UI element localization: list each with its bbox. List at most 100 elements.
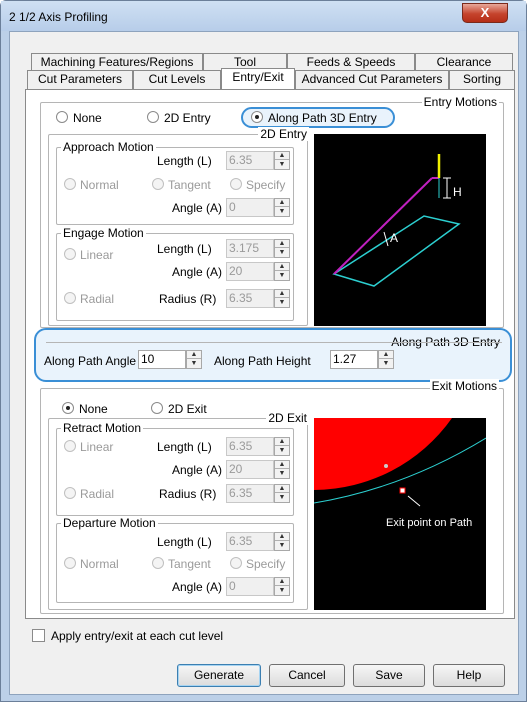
tab-label: Cut Parameters <box>37 72 123 86</box>
departure-normal-label: Normal <box>80 557 119 571</box>
exit-none-radio[interactable] <box>62 402 74 414</box>
retract-angle-spinner[interactable]: ▲ ▼ <box>274 460 290 479</box>
tab-clearance[interactable]: Clearance <box>415 53 513 72</box>
spin-up-icon[interactable]: ▲ <box>275 152 289 160</box>
spin-down-icon[interactable]: ▼ <box>278 161 286 168</box>
engage-linear-radio[interactable] <box>64 248 76 260</box>
spin-up-icon[interactable]: ▲ <box>275 199 289 207</box>
engage-length-field[interactable]: 3.175 <box>226 239 274 258</box>
engage-angle-field[interactable]: 20 <box>226 262 274 281</box>
tab-feeds-speeds[interactable]: Feeds & Speeds <box>287 53 415 72</box>
tab-label: Machining Features/Regions <box>40 55 194 69</box>
tab-sorting[interactable]: Sorting <box>449 70 515 89</box>
entry-none-radio[interactable] <box>56 111 68 123</box>
along-path-angle-field[interactable]: 10 <box>138 350 186 369</box>
spin-up-icon[interactable]: ▲ <box>379 351 393 359</box>
spin-down-icon[interactable]: ▼ <box>278 447 286 454</box>
spin-up-icon[interactable]: ▲ <box>275 533 289 541</box>
retract-radial-radio[interactable] <box>64 487 76 499</box>
along-path-angle-spinner[interactable]: ▲ ▼ <box>186 350 202 369</box>
tab-entry-exit[interactable]: Entry/Exit <box>221 68 295 89</box>
tab-advanced-cut-parameters[interactable]: Advanced Cut Parameters <box>295 70 449 89</box>
spin-down-icon[interactable]: ▼ <box>382 360 390 367</box>
along-path-height-spinner[interactable]: ▲ ▼ <box>378 350 394 369</box>
apply-each-level-checkbox[interactable] <box>32 629 45 642</box>
tab-label: Clearance <box>436 55 492 69</box>
spin-down-icon[interactable]: ▼ <box>278 587 286 594</box>
departure-length-spinner[interactable]: ▲ ▼ <box>274 532 290 551</box>
approach-normal-label: Normal <box>80 178 119 192</box>
approach-length-field[interactable]: 6.35 <box>226 151 274 170</box>
tab-label: Feeds & Speeds <box>306 55 396 69</box>
spin-down-icon[interactable]: ▼ <box>278 272 286 279</box>
departure-angle-field[interactable]: 0 <box>226 577 274 596</box>
spin-down-icon[interactable]: ▼ <box>278 208 286 215</box>
exit-preview-material <box>314 418 452 490</box>
approach-tangent-radio[interactable] <box>152 178 164 190</box>
approach-normal-radio[interactable] <box>64 178 76 190</box>
engage-angle-spinner[interactable]: ▲ ▼ <box>274 262 290 281</box>
along-path-group-line <box>46 342 502 343</box>
save-button[interactable]: Save <box>353 664 425 687</box>
cancel-button[interactable]: Cancel <box>269 664 345 687</box>
engage-radial-radio[interactable] <box>64 292 76 304</box>
exit-2d-radio[interactable] <box>151 402 163 414</box>
tab-machining-features[interactable]: Machining Features/Regions <box>31 53 203 72</box>
retract-radius-field[interactable]: 6.35 <box>226 484 274 503</box>
spin-up-icon[interactable]: ▲ <box>275 240 289 248</box>
spin-down-icon[interactable]: ▼ <box>278 249 286 256</box>
spin-up-icon[interactable]: ▲ <box>275 290 289 298</box>
retract-radius-spinner[interactable]: ▲ ▼ <box>274 484 290 503</box>
departure-tangent-radio[interactable] <box>152 557 164 569</box>
exit-preview-path <box>314 437 486 504</box>
retract-motion-label: Retract Motion <box>61 421 144 435</box>
engage-motion-label: Engage Motion <box>61 226 146 240</box>
spin-down-icon[interactable]: ▼ <box>278 470 286 477</box>
spin-down-icon[interactable]: ▼ <box>190 360 198 367</box>
help-button[interactable]: Help <box>433 664 505 687</box>
spin-up-icon[interactable]: ▲ <box>275 485 289 493</box>
retract-angle-field[interactable]: 20 <box>226 460 274 479</box>
entry-2d-radio[interactable] <box>147 111 159 123</box>
retract-length-spinner[interactable]: ▲ ▼ <box>274 437 290 456</box>
retract-linear-radio[interactable] <box>64 440 76 452</box>
departure-normal-radio[interactable] <box>64 557 76 569</box>
exit-motions-label: Exit Motions <box>429 379 499 393</box>
generate-button[interactable]: Generate <box>177 664 261 687</box>
close-icon: X <box>480 5 490 20</box>
tab-tool[interactable]: Tool <box>203 53 287 72</box>
spin-up-icon[interactable]: ▲ <box>275 578 289 586</box>
spin-down-icon[interactable]: ▼ <box>278 542 286 549</box>
along-path-entry-label: Along Path 3D Entry <box>268 111 377 125</box>
departure-angle-spinner[interactable]: ▲ ▼ <box>274 577 290 596</box>
tab-cut-levels[interactable]: Cut Levels <box>133 70 221 89</box>
engage-radius-field[interactable]: 6.35 <box>226 289 274 308</box>
along-path-entry-radio[interactable] <box>251 111 263 123</box>
tab-label: Cut Levels <box>148 72 206 86</box>
spin-up-icon[interactable]: ▲ <box>187 351 201 359</box>
along-path-angle-label: Along Path Angle <box>44 354 137 368</box>
departure-specify-radio[interactable] <box>230 557 242 569</box>
approach-specify-radio[interactable] <box>230 178 242 190</box>
retract-length-field[interactable]: 6.35 <box>226 437 274 456</box>
spin-down-icon[interactable]: ▼ <box>278 494 286 501</box>
engage-length-spinner[interactable]: ▲ ▼ <box>274 239 290 258</box>
approach-angle-spinner[interactable]: ▲ ▼ <box>274 198 290 217</box>
exit-none-label: None <box>79 402 108 416</box>
engage-radius-spinner[interactable]: ▲ ▼ <box>274 289 290 308</box>
tab-cut-parameters[interactable]: Cut Parameters <box>27 70 133 89</box>
approach-angle-field[interactable]: 0 <box>226 198 274 217</box>
exit-preview-image: Exit point on Path <box>314 418 486 610</box>
title-bar[interactable]: 2 1/2 Axis Profiling X <box>1 1 526 31</box>
close-button[interactable]: X <box>462 3 508 23</box>
approach-length-spinner[interactable]: ▲ ▼ <box>274 151 290 170</box>
along-path-height-field[interactable]: 1.27 <box>330 350 378 369</box>
approach-motion-label: Approach Motion <box>61 140 156 154</box>
spin-up-icon[interactable]: ▲ <box>275 438 289 446</box>
departure-length-field[interactable]: 6.35 <box>226 532 274 551</box>
spin-down-icon[interactable]: ▼ <box>278 299 286 306</box>
spin-up-icon[interactable]: ▲ <box>275 461 289 469</box>
entry-exit-tab-page: Entry Motions None 2D Entry Along Path 3… <box>25 89 515 619</box>
spin-up-icon[interactable]: ▲ <box>275 263 289 271</box>
